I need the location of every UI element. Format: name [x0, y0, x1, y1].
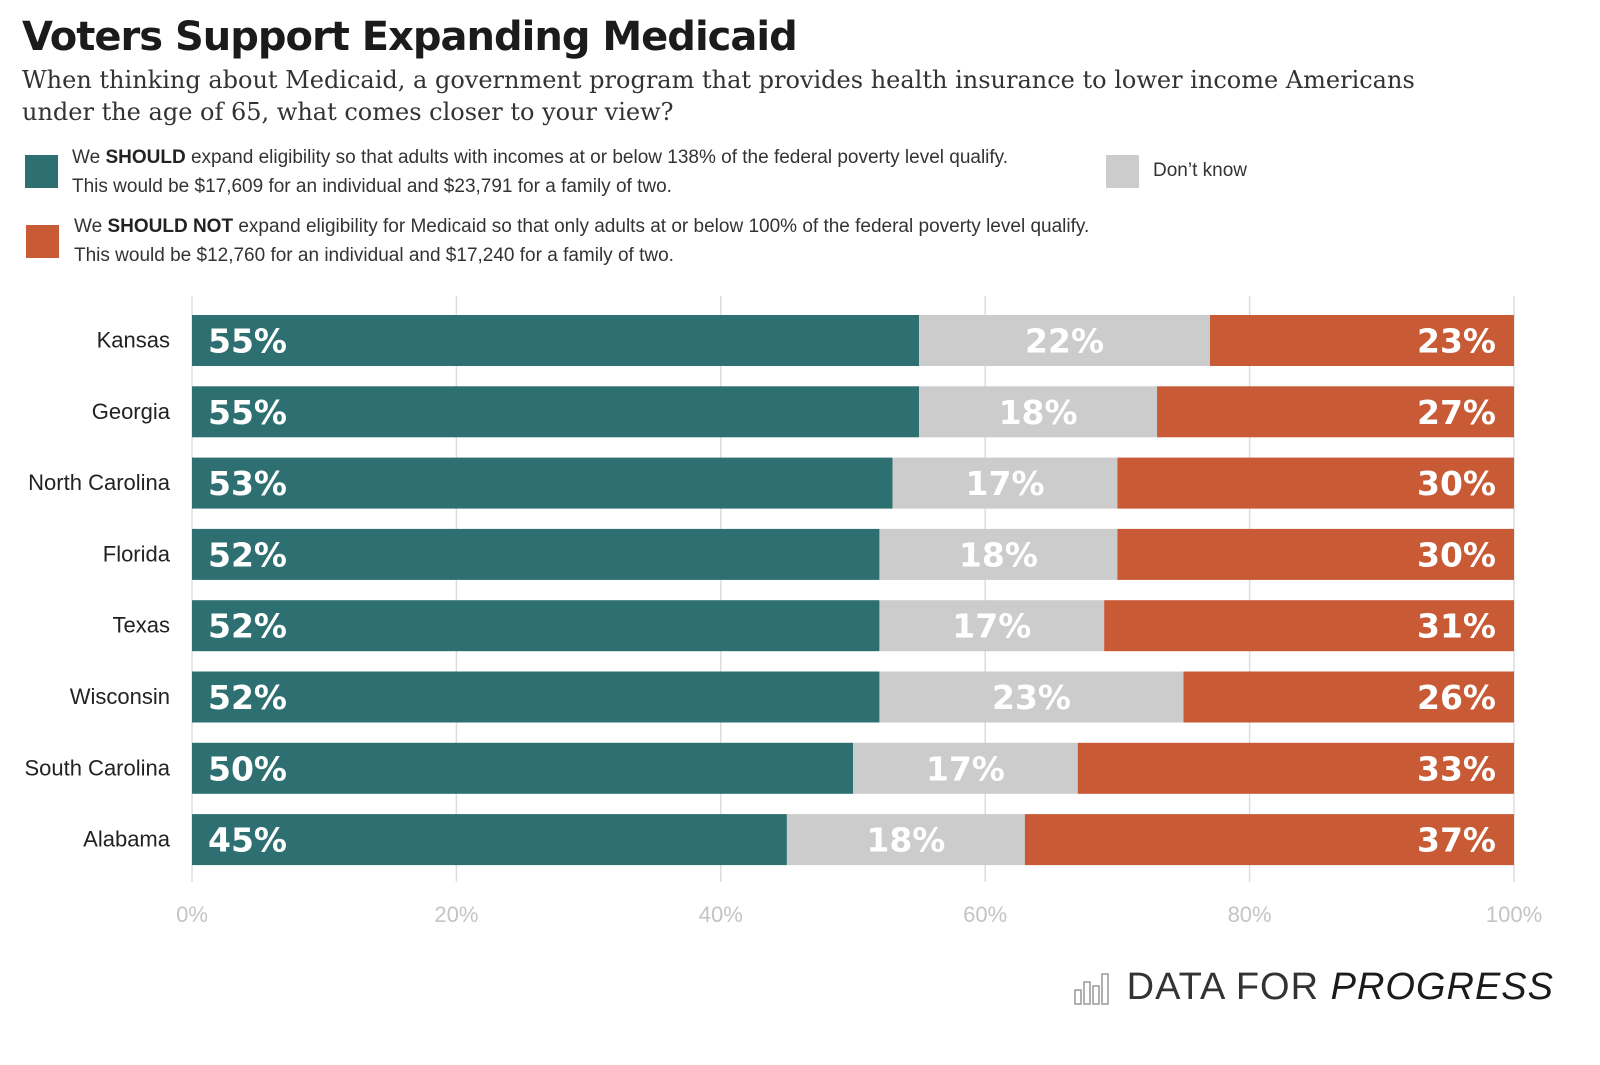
bar-segment: [853, 742, 1078, 794]
brand-name: DATA FOR PROGRESS: [1126, 966, 1554, 1008]
bar-segment: [879, 528, 1118, 580]
bar-segment: [192, 457, 893, 509]
category-label: Georgia: [92, 399, 171, 424]
chart-title: Voters Support Expanding Medicaid: [22, 14, 798, 60]
x-tick-label: 60%: [963, 902, 1007, 927]
category-label: South Carolina: [24, 755, 170, 780]
category-label: Kansas: [97, 328, 170, 353]
bar-segment: [919, 386, 1158, 438]
bar-segment: [1104, 600, 1514, 652]
data-label: 55%: [208, 393, 287, 432]
bar-segment: [879, 671, 1184, 723]
data-label: 30%: [1417, 535, 1496, 574]
bar-segment: [1024, 814, 1514, 866]
brand-logo: DATA FOR PROGRESS: [1073, 966, 1554, 1009]
data-label: 27%: [1417, 393, 1496, 432]
data-label: 52%: [208, 607, 287, 646]
bar-segment: [1077, 742, 1514, 794]
data-label: 26%: [1417, 678, 1496, 717]
data-label: 18%: [959, 535, 1038, 574]
data-label: 52%: [208, 535, 287, 574]
data-label: 55%: [208, 322, 287, 361]
data-label: 50%: [208, 749, 287, 788]
data-label: 45%: [208, 821, 287, 860]
data-label: 17%: [952, 607, 1031, 646]
category-label: Wisconsin: [70, 684, 170, 709]
legend-swatch-should: [25, 155, 58, 188]
category-label: Alabama: [83, 827, 171, 852]
legend-entry-should-not: We SHOULD NOT expand eligibility for Med…: [74, 216, 1090, 266]
bar-segment: [919, 315, 1210, 366]
data-label: 31%: [1417, 607, 1496, 646]
data-label: 22%: [1025, 322, 1104, 361]
category-label: North Carolina: [28, 470, 171, 495]
bar-segment: [1183, 671, 1514, 723]
legend-entry-dont-know: Don’t know: [1153, 160, 1247, 181]
bar-chart-logo-icon: [1073, 972, 1109, 1005]
data-label: 23%: [1417, 322, 1496, 361]
bar-segment: [1117, 457, 1514, 509]
bar-segment: [192, 600, 880, 652]
data-label: 30%: [1417, 464, 1496, 503]
bar-segment: [192, 671, 880, 723]
bar-segment: [1117, 528, 1514, 580]
bar-segment: [1209, 315, 1514, 366]
bar-segment: [192, 315, 920, 366]
legend-swatch-dont-know: [1106, 155, 1139, 188]
data-label: 23%: [992, 678, 1071, 717]
data-label: 18%: [866, 821, 945, 860]
data-label: 33%: [1417, 749, 1496, 788]
chart-subtitle: When thinking about Medicaid, a governme…: [22, 66, 1415, 126]
bar-segment: [192, 386, 920, 438]
data-label: 17%: [966, 464, 1045, 503]
x-tick-label: 20%: [434, 902, 478, 927]
data-label: 37%: [1417, 821, 1496, 860]
legend-entry-should: We SHOULD expand eligibility so that adu…: [72, 147, 1009, 197]
bar-segment: [192, 528, 880, 580]
bar-segment: [786, 814, 1025, 866]
bar-segment: [879, 600, 1105, 652]
category-label: Texas: [113, 613, 170, 638]
data-label: 17%: [926, 749, 1005, 788]
bar-segment: [892, 457, 1118, 509]
stacked-bar-chart: 0% 20% 40% 60% 80% 100% Kansas 55% 22% 23% Georgia…: [24, 296, 1542, 927]
data-label: 52%: [208, 678, 287, 717]
x-tick-label: 100%: [1486, 902, 1542, 927]
legend-swatch-should-not: [26, 225, 59, 258]
x-tick-label: 0%: [176, 902, 208, 927]
bar-segment: [192, 742, 853, 794]
data-label: 18%: [999, 393, 1078, 432]
data-label: 53%: [208, 464, 287, 503]
bar-segment: [192, 814, 787, 866]
x-tick-label: 40%: [699, 902, 743, 927]
x-tick-label: 80%: [1228, 902, 1272, 927]
category-label: Florida: [103, 541, 171, 566]
bar-segment: [1157, 386, 1514, 438]
